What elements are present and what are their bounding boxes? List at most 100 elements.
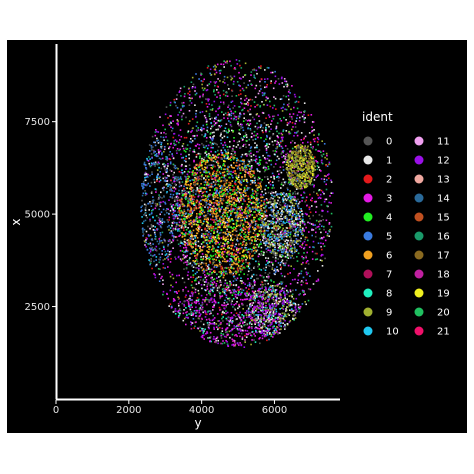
cell-point [271,194,273,197]
cell-point [185,249,188,251]
cell-point [241,246,243,249]
cell-point [190,81,193,83]
cell-point [247,109,249,112]
cell-point [310,114,313,116]
cell-point [312,138,315,141]
cell-point [289,132,292,135]
cell-point [220,206,223,209]
cell-point [242,145,244,147]
cell-point [316,258,319,260]
cell-point [242,194,245,196]
cell-point [226,199,229,202]
cell-point [266,215,269,217]
cell-point [325,164,327,167]
cell-point [145,230,148,233]
cell-point [258,177,261,180]
cell-point [239,225,241,228]
cell-point [277,262,280,264]
cell-point [287,122,290,125]
cell-point [185,247,188,249]
cell-point [188,237,191,239]
cell-point [251,188,254,191]
cell-point [250,71,253,73]
cell-point [188,110,191,112]
cell-point [298,306,301,309]
cell-point [191,247,193,249]
cell-point [230,302,233,304]
cell-point [241,251,244,253]
cell-point [321,253,323,256]
cell-point [210,132,212,134]
cell-point [256,199,258,202]
cell-point [227,242,230,244]
cell-point [188,175,190,178]
cell-point [223,182,226,185]
cell-point [251,255,253,257]
cell-point [222,164,224,167]
cell-point [154,150,156,153]
cell-point [327,174,329,176]
cell-point [248,233,250,236]
cell-point [243,233,245,235]
cell-point [252,226,254,229]
cell-point [229,203,231,205]
cell-point [210,155,213,158]
cell-point [172,193,175,196]
cell-point [194,260,196,263]
cell-point [185,267,188,270]
cell-point [321,254,324,256]
cell-point [288,181,290,184]
cell-point [215,259,217,261]
cell-point [231,77,234,80]
cell-point [151,163,154,165]
cell-point [270,201,272,203]
cell-point [300,111,302,114]
cell-point [265,130,267,133]
cell-point [242,76,244,78]
cell-point [214,68,216,70]
cell-point [221,247,224,250]
cell-point [237,261,240,263]
cell-point [209,204,211,206]
cell-point [174,143,177,146]
cell-point [265,138,267,141]
cell-point [233,288,236,291]
cell-point [213,131,215,134]
cell-point [242,223,245,225]
cell-point [195,183,197,186]
cell-point [218,327,221,329]
cell-point [210,182,213,185]
cell-point [201,266,203,268]
cell-point [244,132,247,134]
cell-point [216,143,218,146]
cell-point [217,167,220,170]
cell-point [223,245,226,247]
cell-point [211,104,213,106]
cell-point [281,254,283,256]
cell-point [232,227,234,229]
cell-point [274,268,276,270]
cell-point [258,230,261,232]
cell-point [208,164,210,166]
cell-point [204,245,206,248]
cell-point [199,157,201,159]
cell-point [238,77,241,79]
cell-point [309,217,311,220]
cell-point [331,192,334,194]
cell-point [249,149,252,152]
cell-point [221,176,223,179]
cell-point [290,160,293,162]
cell-point [237,122,239,125]
cell-point [197,176,200,178]
cell-point [189,205,191,208]
cell-point [249,223,251,226]
cell-point [234,293,237,296]
cell-point [257,238,259,240]
cell-point [198,202,201,205]
cell-point [265,248,268,250]
cell-point [294,142,296,144]
cell-point [181,236,184,238]
cell-point [166,139,169,142]
cell-point [269,137,271,140]
cell-point [290,108,292,111]
